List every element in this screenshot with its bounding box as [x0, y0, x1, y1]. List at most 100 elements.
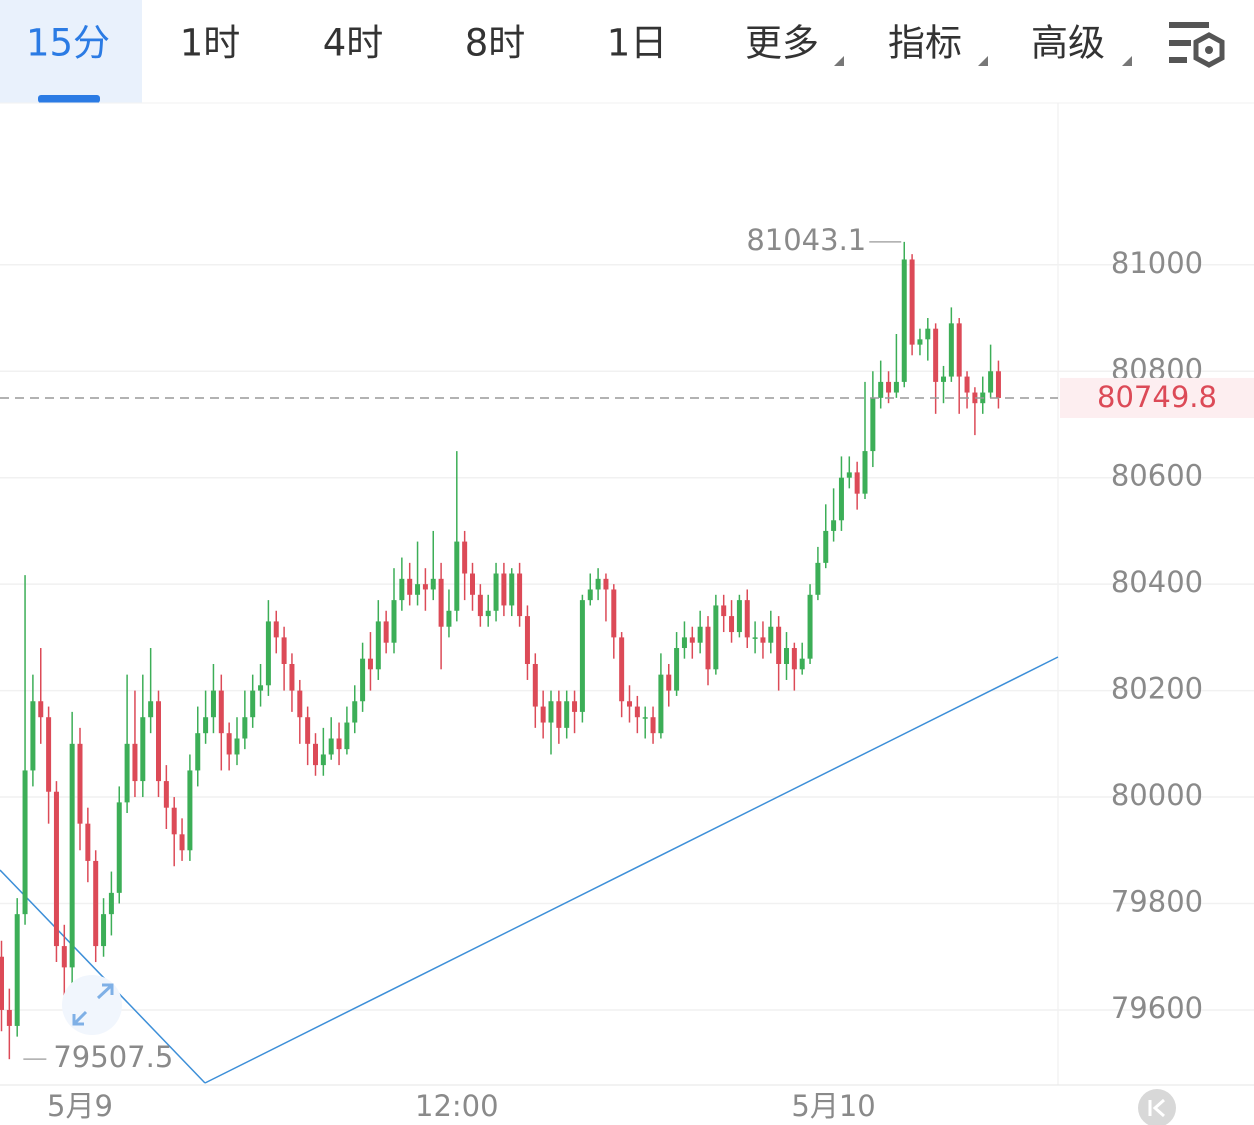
- candle-body: [532, 663, 538, 707]
- candle-body: [807, 594, 813, 659]
- candle-body: [438, 578, 444, 627]
- y-tick-label: 80600: [1111, 459, 1203, 493]
- tab[interactable]: 指标: [888, 22, 962, 65]
- candle-body: [171, 807, 177, 835]
- icon-hex: [1193, 32, 1225, 68]
- tab[interactable]: 1日: [607, 22, 668, 65]
- candle-body: [634, 706, 640, 718]
- candles: [0, 241, 1001, 1060]
- candle-body: [407, 578, 413, 595]
- candle-body: [305, 717, 311, 744]
- y-tick-label: 79800: [1111, 885, 1203, 919]
- candle-body: [281, 637, 287, 664]
- candle-body: [30, 701, 36, 771]
- candle-body: [265, 621, 271, 686]
- candle-body: [210, 690, 216, 718]
- candle-body: [705, 626, 711, 670]
- candle-body: [744, 600, 750, 638]
- candle-body: [344, 722, 350, 750]
- candle-body: [313, 743, 318, 766]
- candle-body: [187, 770, 193, 851]
- candle-body: [736, 600, 742, 633]
- candle-body: [768, 626, 774, 643]
- candle-body: [242, 717, 248, 739]
- candle-body: [909, 259, 915, 345]
- candle-body: [681, 637, 687, 649]
- candle-body: [666, 674, 672, 691]
- candle-body: [603, 578, 609, 590]
- candle-body: [689, 637, 695, 643]
- overlay: 5月9 12:00 5月10 81043.1 79507.5 80749.8: [0, 223, 1254, 1123]
- candle-body: [548, 701, 554, 723]
- candle-body: [0, 956, 4, 1010]
- candle-body: [697, 626, 703, 643]
- icon-bar: [1169, 57, 1187, 63]
- icon-arrow: [72, 1010, 88, 1026]
- candle-body: [124, 743, 130, 803]
- candle-body: [46, 717, 52, 792]
- dropdown-caret: [834, 56, 844, 66]
- x-tick-label: 12:00: [415, 1089, 499, 1123]
- last-price-label: 80749.8: [1097, 380, 1217, 414]
- candle-body: [995, 371, 1001, 398]
- settings-icon[interactable]: [1169, 22, 1225, 68]
- candle-body: [69, 743, 75, 968]
- candle-body: [941, 376, 946, 382]
- min-label: 79507.5: [53, 1040, 173, 1074]
- candle-body: [195, 733, 201, 771]
- candle-body: [22, 770, 28, 915]
- x-tick-label: 5月9: [47, 1089, 113, 1123]
- trend-line[interactable]: [0, 869, 206, 1084]
- candle-body: [556, 701, 562, 728]
- candle-body: [540, 706, 546, 723]
- icon-arrow: [96, 983, 114, 1000]
- candle-body: [972, 392, 978, 404]
- trend-line[interactable]: [204, 656, 1059, 1084]
- candle-body: [642, 717, 648, 719]
- candle-body: [870, 397, 876, 452]
- candle-body: [163, 781, 169, 808]
- candle-body: [485, 610, 491, 617]
- candle-body: [925, 328, 931, 340]
- candle-body: [430, 578, 436, 590]
- candle-body: [752, 637, 758, 639]
- candle-body: [493, 573, 499, 611]
- tab[interactable]: 更多: [745, 22, 819, 65]
- candle-body: [721, 605, 727, 617]
- candle-body: [61, 946, 67, 968]
- dropdown-caret: [978, 56, 988, 66]
- max-label: 81043.1: [746, 223, 866, 257]
- candle-body: [179, 834, 185, 851]
- y-tick-label: 80000: [1111, 778, 1203, 812]
- candle-body: [587, 589, 593, 601]
- expand-icon[interactable]: [62, 975, 122, 1035]
- icon-bar: [1169, 22, 1209, 28]
- candle-body: [760, 637, 766, 643]
- candle-body: [422, 584, 428, 590]
- candle-body: [6, 1009, 12, 1026]
- tab[interactable]: 1时: [180, 22, 241, 65]
- candle-body: [799, 658, 805, 670]
- y-tick-label: 81000: [1111, 246, 1203, 280]
- active-tab-indicator: [38, 95, 100, 103]
- button-glyph: [1148, 1098, 1165, 1118]
- candle-body: [815, 562, 821, 595]
- candle-body: [328, 738, 334, 755]
- candle-body: [854, 472, 860, 494]
- y-tick-label: 80400: [1111, 565, 1203, 599]
- candle-body: [729, 616, 735, 633]
- candle-body: [509, 573, 515, 606]
- candle-body: [948, 323, 954, 377]
- tab[interactable]: 高级: [1031, 22, 1105, 65]
- candle-body: [93, 860, 99, 947]
- tab[interactable]: 15分: [26, 22, 110, 65]
- tab[interactable]: 8时: [465, 22, 526, 65]
- tab[interactable]: 4时: [323, 22, 384, 65]
- candle-body: [501, 573, 507, 606]
- candle-body: [627, 701, 632, 707]
- candle-body: [619, 637, 625, 702]
- candle-body: [399, 578, 405, 601]
- candle-body: [477, 594, 483, 617]
- scroll-latest-button[interactable]: [1138, 1089, 1176, 1125]
